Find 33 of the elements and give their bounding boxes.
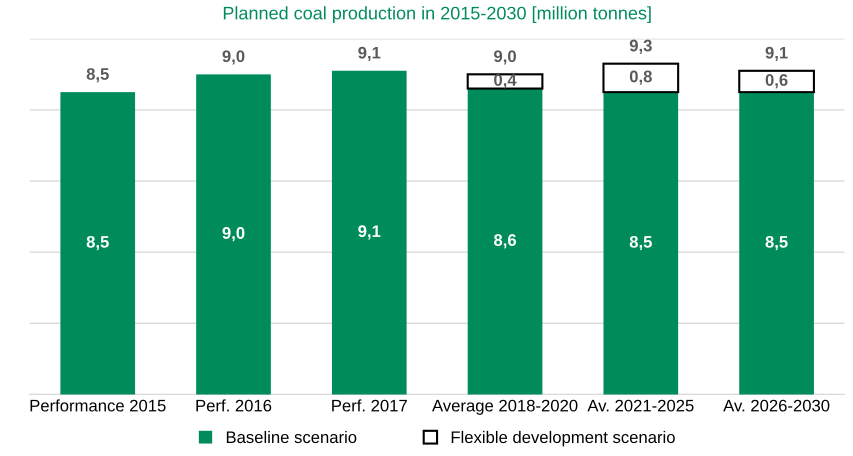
data-label: 8,5 [630,236,652,250]
x-tick-label: Av. 2026-2030 [723,400,830,412]
data-label: 0,6 [766,74,788,88]
data-label: 0,8 [630,70,652,85]
x-tick-label: Perf. 2017 [332,399,407,412]
bar [602,62,680,94]
bar [466,73,544,90]
total-label: 9,1 [358,46,380,61]
bar [603,92,678,394]
bar [332,70,407,394]
data-label: 8,5 [86,236,109,250]
total-label: 9,3 [630,40,652,54]
x-tick-label: Av. 2021-2025 [587,400,694,412]
data-label: 8,5 [766,236,788,250]
data-label: 9,0 [222,227,244,242]
data-label: 8,6 [494,234,516,248]
bar [468,88,542,394]
legend-label: Flexible development scenario [452,430,675,446]
data-label: 9,1 [358,225,380,240]
data-label: 0,4 [494,74,517,88]
legend-label: Baseline scenario [226,430,356,444]
bar [738,70,815,94]
bar [60,92,136,394]
total-label: 9,0 [222,50,244,65]
bar [739,92,814,394]
x-tick-label: Performance 2015 [30,399,166,412]
x-tick-label: Average 2018-2020 [432,400,578,415]
bar [196,74,271,394]
total-label: 9,1 [766,46,788,61]
total-label: 9,0 [494,50,516,65]
total-label: 8,5 [86,68,109,82]
x-tick-label: Perf. 2016 [196,399,272,412]
chart-title: Planned coal production in 2015-2030 [million tonnes] [224,6,651,24]
